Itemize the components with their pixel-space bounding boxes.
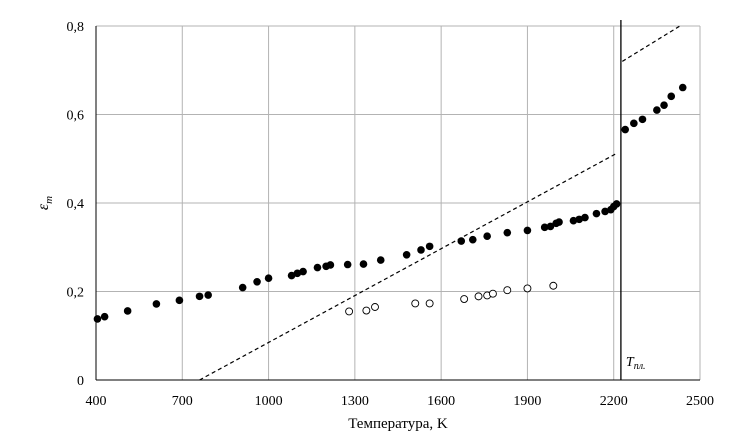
y-tick-label: 0 [77,374,84,389]
melting-temperature-symbol: T [626,355,635,370]
y-tick-label: 0,6 [67,109,85,124]
filled-data-point [293,269,302,278]
y-tick-label: 0,2 [67,286,85,301]
grid-lines [96,25,701,380]
series-lines [199,25,681,381]
filled-data-point [468,235,477,244]
x-tick-label: 2500 [686,394,714,409]
open-data-point [549,281,558,290]
filled-data-point [612,200,621,208]
filled-data-point [417,246,425,254]
filled-data-point [204,291,212,299]
x-tick-label: 1000 [255,394,283,409]
filled-data-point [630,119,638,128]
x-tick-label: 1600 [427,394,455,409]
open-data-point [371,303,379,311]
filled-data-point [359,260,368,268]
melting-temperature-label: Tпл. [626,355,646,372]
x-tick-label: 1900 [513,394,541,409]
filled-data-point [678,83,687,92]
x-axis-title: Температура, K [348,416,448,432]
filled-data-point [569,216,578,225]
open-data-point [488,289,497,298]
open-data-point [425,299,434,308]
filled-data-point [253,277,261,286]
filled-data-point [287,271,296,280]
x-tick-label: 1300 [341,394,369,409]
x-tick-label: 400 [86,394,107,409]
filled-data-point [660,101,668,110]
filled-data-point [264,274,273,283]
filled-data-point [100,312,109,321]
filled-data-point [546,222,555,231]
filled-data-point [313,263,322,272]
filled-data-point [483,232,491,240]
filled-data-point [653,106,661,114]
filled-data-point [638,115,647,124]
filled-data-point [667,92,676,101]
filled-data-point [581,213,589,222]
melting-temperature-subscript: пл. [634,361,646,372]
filled-data-point [343,260,352,269]
filled-data-point [555,218,563,226]
open-data-point [411,299,420,308]
filled-data-point [592,209,601,218]
y-tick-label: 0,4 [67,197,85,212]
y-axis-title-symbol: ε [35,203,52,210]
dashed-trend-line [199,152,617,381]
open-data-point [345,307,354,316]
y-axis-title: εm [35,196,55,210]
filled-data-point [376,256,385,264]
open-data-point [523,284,532,293]
filled-data-point [152,300,161,308]
filled-data-point [540,223,549,232]
filled-data-point [238,283,247,292]
filled-data-point [425,242,434,251]
filled-data-point [523,226,532,235]
filled-data-point [402,250,411,259]
filled-data-point [326,261,335,269]
dashed-trend-line [621,25,681,62]
y-tick-label: 0,8 [67,20,85,35]
filled-data-point [93,315,102,323]
open-data-point [474,292,483,301]
filled-data-point [575,215,583,224]
filled-data-point [195,292,204,301]
x-tick-label: 2200 [600,394,628,409]
open-data-point [362,306,371,315]
data-points [93,83,687,323]
tick-labels: 0 0,2 0,4 0,6 0,8 400 700 1000 1300 1600 1900 2200 2… [67,20,715,409]
filled-data-point [299,267,307,276]
axes [95,20,700,381]
filled-data-point [457,237,466,245]
filled-data-point [503,228,512,237]
filled-data-point [175,296,184,305]
y-axis-title-subscript: m [43,196,55,204]
filled-data-point [123,307,132,315]
open-data-point [503,286,512,295]
filled-data-point [601,207,609,216]
filled-data-point [621,125,630,134]
x-tick-label: 700 [172,394,193,409]
open-data-point [460,295,469,303]
